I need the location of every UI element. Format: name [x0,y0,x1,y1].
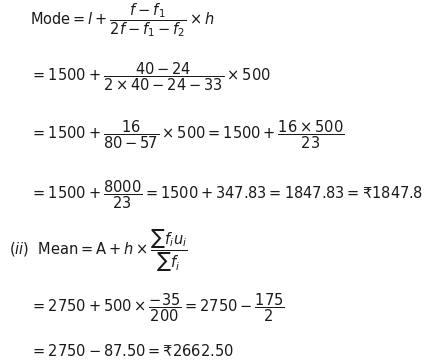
Text: $= 2750 + 500 \times \dfrac{-35}{200} = 2750 - \dfrac{175}{2}$: $= 2750 + 500 \times \dfrac{-35}{200} = … [30,291,285,324]
Text: $(\mathit{ii})$  $\mathrm{Mean} = \mathrm{A} + h \times \dfrac{\sum f_i u_i}{\su: $(\mathit{ii})$ $\mathrm{Mean} = \mathrm… [9,228,187,274]
Text: $= 1500 + \dfrac{40 - 24}{2 \times 40 - 24 - 33} \times 500$: $= 1500 + \dfrac{40 - 24}{2 \times 40 - … [30,60,271,93]
Text: $= 1500 + \dfrac{8000}{23} = 1500 + 347.83 = 1847.83 = $₹$1847.8$: $= 1500 + \dfrac{8000}{23} = 1500 + 347.… [30,178,423,211]
Text: $\mathrm{Mode} = l + \dfrac{f - f_1}{2f - f_1 - f_2} \times h$: $\mathrm{Mode} = l + \dfrac{f - f_1}{2f … [30,1,215,39]
Text: $= 1500 + \dfrac{16}{80 - 57} \times 500 = 1500 + \dfrac{16 \times 500}{23}$: $= 1500 + \dfrac{16}{80 - 57} \times 500… [30,118,345,151]
Text: $= 2750 - 87.50 = $₹$2662.50$: $= 2750 - 87.50 = $₹$2662.50$ [30,343,234,359]
